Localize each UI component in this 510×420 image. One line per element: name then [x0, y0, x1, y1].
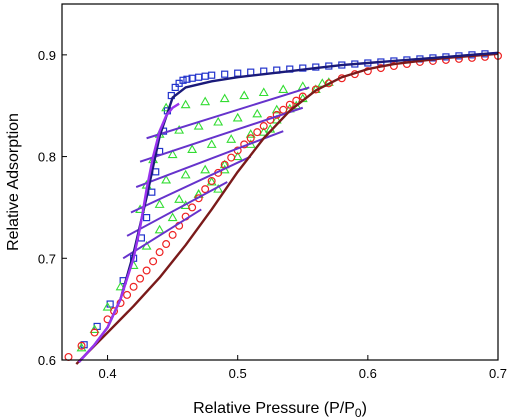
plot-area — [64, 50, 503, 365]
series-2-circle-marker — [292, 96, 301, 105]
series-2-circle-marker — [162, 240, 171, 249]
x-tick-label: 0.6 — [359, 366, 377, 381]
scanning-line-1 — [139, 106, 304, 163]
series-2-circle-marker — [188, 203, 197, 212]
scanning-line-3 — [130, 155, 252, 214]
series-2-circle-marker — [155, 248, 164, 257]
series-1-triangle-marker — [174, 194, 185, 203]
series-1-triangle-marker — [180, 99, 191, 109]
scanning-line-0 — [146, 86, 310, 140]
series-0-square-marker — [247, 68, 255, 76]
series-1-triangle-marker — [89, 324, 100, 334]
x-tick-label: 0.4 — [99, 366, 117, 381]
fitted-curve-0 — [75, 52, 499, 365]
x-axis: 0.4 0.5 0.6 0.7 — [99, 355, 507, 381]
series-1-triangle-marker — [232, 151, 243, 161]
y-axis-label: Relative Adsorption — [5, 113, 22, 251]
series-1-triangle-marker — [154, 199, 165, 208]
series-1-triangle-marker — [226, 134, 237, 143]
series-2-circle-marker — [246, 134, 255, 143]
series-1-triangle-marker — [245, 129, 256, 138]
series-1-triangle-marker — [213, 116, 224, 126]
series-2-circle-marker — [77, 341, 86, 350]
series-2-circle-marker — [64, 352, 73, 361]
series-0-square-marker — [148, 188, 156, 196]
x-tick-label: 0.7 — [489, 366, 507, 381]
series-0-square-marker — [221, 70, 229, 78]
y-tick-label: 0.8 — [38, 150, 56, 165]
series-2-circle-marker — [207, 176, 216, 185]
series-1-triangle-marker — [193, 120, 204, 130]
series-1-triangle-marker — [200, 164, 211, 174]
series-0-square-marker — [195, 73, 203, 81]
series-2-circle-marker — [201, 185, 210, 194]
y-axis: 0.6 0.7 0.8 0.9 — [38, 48, 67, 368]
series-2-circle-marker — [129, 282, 138, 291]
series-1-triangle-marker — [239, 90, 250, 100]
scanning-line-4 — [126, 181, 228, 237]
series-0-square-marker — [183, 75, 191, 83]
series-1-triangle-marker — [76, 342, 87, 352]
y-tick-label: 0.9 — [38, 48, 56, 63]
y-tick-label: 0.7 — [38, 251, 56, 266]
x-axis-label: Relative Pressure (P/P0) — [193, 400, 367, 420]
series-2-circle-marker — [253, 128, 262, 137]
series-2-circle-marker — [279, 105, 288, 114]
series-1-triangle-marker — [154, 224, 165, 234]
series-2-circle-marker — [123, 290, 132, 299]
series-1-triangle-marker — [258, 87, 269, 97]
series-1-triangle-marker — [180, 169, 191, 179]
series-1-triangle-marker — [115, 281, 126, 291]
series-1-triangle-marker — [271, 104, 282, 114]
series-1-triangle-marker — [278, 84, 289, 93]
x-tick-label: 0.5 — [229, 366, 247, 381]
series-1-triangle-marker — [102, 302, 113, 311]
series-0-square-marker — [234, 69, 242, 77]
scanning-line-2 — [135, 130, 284, 189]
series-2-circle-marker — [136, 274, 145, 283]
series-1-triangle-marker — [161, 174, 172, 184]
series-0-square-marker — [179, 76, 187, 84]
series-1-triangle-marker — [167, 212, 178, 222]
series-0-square-marker — [171, 83, 179, 92]
series-2-circle-marker — [90, 328, 99, 337]
series-2-circle-marker — [149, 257, 158, 266]
plot-frame — [61, 3, 499, 361]
series-2-circle-marker — [389, 62, 398, 71]
series-1-triangle-marker — [167, 149, 178, 159]
series-2-circle-marker — [168, 230, 177, 239]
series-2-circle-marker — [142, 266, 151, 275]
series-0-square-marker — [208, 71, 216, 79]
series-0-square-marker — [201, 72, 209, 80]
series-1-triangle-marker — [258, 127, 269, 136]
series-1-triangle-marker — [206, 176, 217, 186]
series-1-triangle-marker — [187, 144, 198, 154]
series-1-triangle-marker — [206, 139, 217, 148]
series-1-triangle-marker — [252, 108, 263, 118]
y-tick-label: 0.6 — [38, 353, 56, 368]
fitted-curve-2 — [78, 102, 180, 363]
series-2-circle-marker — [285, 100, 294, 109]
series-0-square-marker — [142, 214, 151, 222]
series-2-circle-marker — [259, 122, 268, 131]
series-1-triangle-marker — [219, 93, 230, 103]
series-1-triangle-marker — [200, 96, 211, 106]
series-2-circle-marker — [227, 153, 236, 162]
series-1-triangle-marker — [232, 112, 243, 122]
